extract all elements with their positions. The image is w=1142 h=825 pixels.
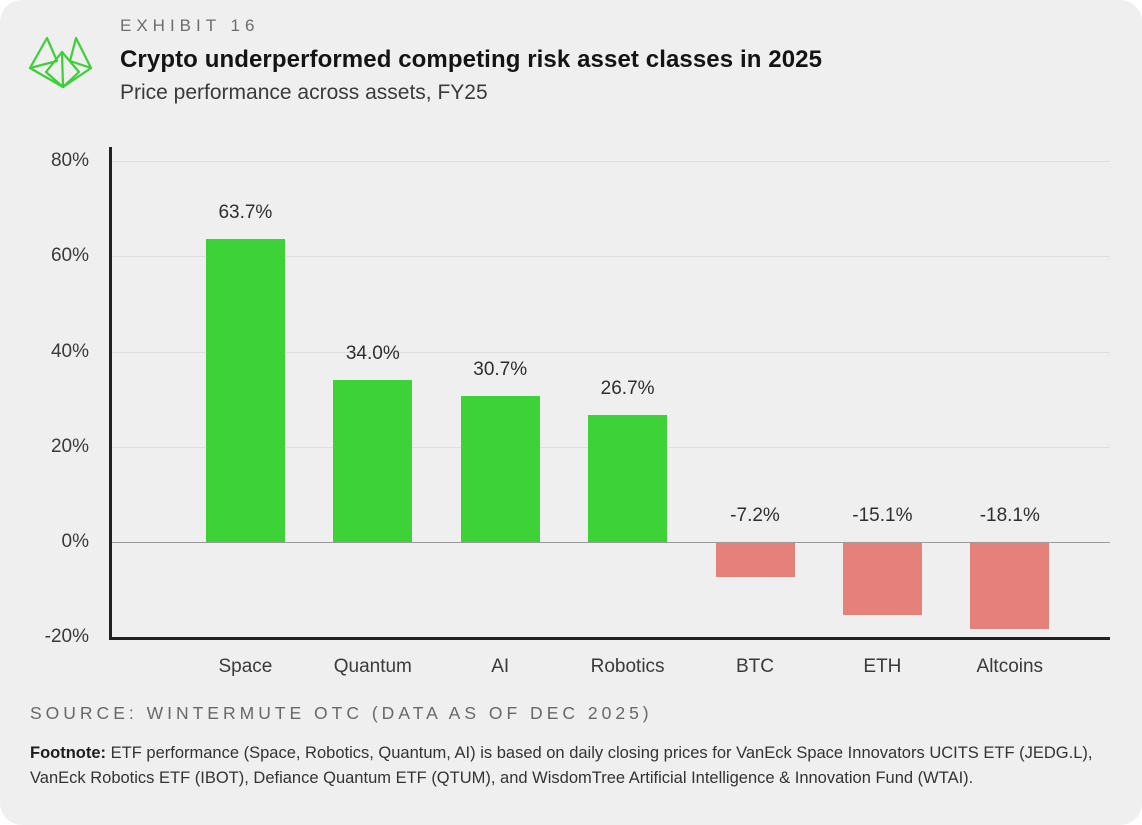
- value-label-altcoins: -18.1%: [979, 504, 1040, 526]
- category-label-altcoins: Altcoins: [976, 656, 1044, 677]
- category-label-robotics: Robotics: [590, 656, 665, 677]
- category-label-ai: AI: [491, 656, 510, 677]
- category-label-eth: ETH: [863, 656, 902, 677]
- source-line: SOURCE: WINTERMUTE OTC (DATA AS OF DEC 2…: [30, 703, 653, 723]
- zero-gridline: [112, 541, 1110, 543]
- bar-eth: [842, 542, 922, 615]
- y-axis-tick-label: -20%: [44, 626, 89, 647]
- value-label-quantum: 34.0%: [345, 343, 400, 365]
- value-label-robotics: 26.7%: [600, 377, 655, 399]
- category-label-space: Space: [218, 656, 273, 677]
- footnote-label: Footnote:: [30, 744, 107, 762]
- value-label-ai: 30.7%: [473, 358, 528, 380]
- chart-header: EXHIBIT 16 Crypto underperformed competi…: [120, 16, 1112, 105]
- bar-quantum: [333, 380, 413, 542]
- y-axis-tick-label: 40%: [50, 340, 89, 362]
- value-label-space: 63.7%: [218, 201, 273, 223]
- y-axis-tick-label: 0%: [61, 530, 89, 552]
- chart-subtitle: Price performance across assets, FY25: [120, 81, 488, 104]
- bar-btc: [715, 542, 795, 578]
- wintermute-logo-icon: [28, 36, 93, 89]
- value-label-eth: -15.1%: [852, 504, 913, 526]
- y-axis-tick-label: 60%: [50, 245, 89, 267]
- value-label-btc: -7.2%: [730, 504, 780, 526]
- bar-ai: [460, 395, 540, 542]
- gridline: [112, 351, 1110, 353]
- bar-chart-plot-area: 63.7% Space 34.0% Quantum 30.7% AI 26.7% Roboti…: [109, 147, 1110, 677]
- exhibit-number-label: EXHIBIT 16: [120, 16, 260, 35]
- y-axis-tick-label: 20%: [50, 435, 89, 457]
- footnote-text: ETF performance (Space, Robotics, Quantu…: [30, 744, 1093, 787]
- category-label-btc: BTC: [736, 656, 774, 677]
- bar-altcoins: [970, 542, 1050, 629]
- footnote: Footnote: ETF performance (Space, Roboti…: [30, 741, 1118, 791]
- y-axis-tick-label: 80%: [50, 150, 89, 172]
- gridline: [112, 256, 1110, 258]
- gridline: [112, 161, 1110, 163]
- category-label-quantum: Quantum: [333, 656, 412, 677]
- bar-robotics: [588, 414, 668, 542]
- bar-space: [205, 238, 285, 542]
- chart-title: Crypto underperformed competing risk ass…: [120, 46, 823, 73]
